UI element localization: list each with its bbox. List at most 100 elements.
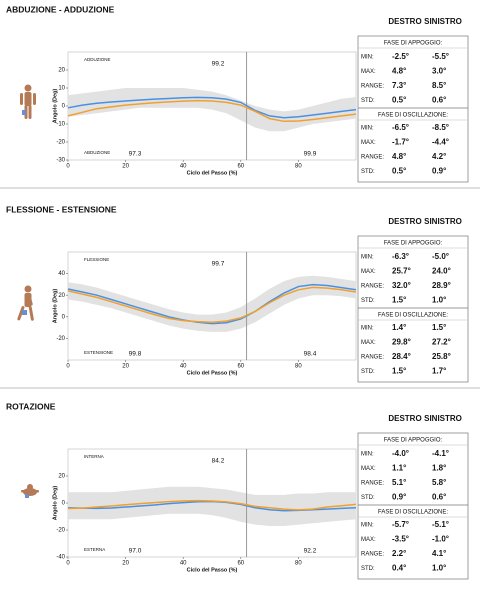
annotation: INTERNA bbox=[84, 454, 104, 459]
stat-value: 0.9° bbox=[432, 167, 446, 176]
section-title: FASE DI OSCILLAZIONE: bbox=[378, 510, 448, 516]
annotation: 98.4 bbox=[304, 351, 317, 358]
column-header: DESTRO bbox=[388, 414, 421, 423]
section-title: FASE DI OSCILLAZIONE: bbox=[378, 113, 448, 119]
stats-box bbox=[357, 432, 469, 580]
annotation: ESTENSIONE bbox=[84, 350, 113, 355]
stat-value: -2.5° bbox=[392, 52, 409, 61]
row-label: RANGE: bbox=[361, 552, 384, 558]
row-label: STD: bbox=[361, 169, 375, 175]
y-tick-label: 40 bbox=[58, 271, 65, 277]
row-label: MIN: bbox=[361, 255, 374, 261]
normal-band bbox=[68, 486, 356, 526]
stat-value: 7.3° bbox=[392, 81, 406, 90]
row-label: STD: bbox=[361, 298, 375, 304]
y-tick-label: 0 bbox=[62, 501, 66, 507]
column-header: DESTRO bbox=[388, 17, 421, 26]
stat-value: -1.7° bbox=[392, 138, 409, 147]
row-label: RANGE: bbox=[361, 84, 384, 90]
stat-value: 4.2° bbox=[432, 152, 446, 161]
annotation: 99.9 bbox=[304, 151, 317, 158]
x-axis-label: Ciclo del Passo (%) bbox=[187, 567, 238, 573]
series-line bbox=[67, 99, 357, 123]
stat-value: 25.7° bbox=[392, 267, 411, 276]
row-label: MAX: bbox=[361, 269, 376, 275]
chart-title: ROTAZIONE bbox=[6, 401, 56, 411]
x-tick-label: 60 bbox=[237, 561, 244, 567]
figure-icon bbox=[20, 84, 36, 119]
annotation: 99.2 bbox=[212, 61, 225, 68]
stat-value: 25.8° bbox=[432, 352, 451, 361]
stat-value: -8.5° bbox=[432, 123, 449, 132]
annotation: 97.0 bbox=[129, 548, 142, 555]
stat-value: 32.0° bbox=[392, 281, 411, 290]
stat-value: 0.4° bbox=[392, 564, 406, 573]
y-axis-label: Angolo (Deg) bbox=[52, 89, 58, 124]
row-label: MIN: bbox=[361, 452, 374, 458]
stat-value: -6.3° bbox=[392, 252, 409, 261]
y-tick-label: -10 bbox=[56, 122, 65, 128]
normal-band bbox=[68, 88, 356, 132]
row-label: RANGE: bbox=[361, 155, 384, 161]
x-tick-label: 40 bbox=[180, 561, 187, 567]
y-tick-label: 0 bbox=[62, 104, 66, 110]
stat-value: 5.1° bbox=[392, 478, 406, 487]
x-tick-label: 60 bbox=[237, 364, 244, 370]
annotation: ESTERNA bbox=[84, 547, 105, 552]
stat-value: 3.0° bbox=[432, 67, 446, 76]
series-line bbox=[67, 499, 357, 511]
row-label: STD: bbox=[361, 566, 375, 572]
row-label: MAX: bbox=[361, 466, 376, 472]
figure-icon bbox=[21, 484, 39, 498]
figure-icon bbox=[17, 285, 34, 321]
y-tick-label: -20 bbox=[56, 140, 65, 146]
stat-value: 0.5° bbox=[392, 96, 406, 105]
y-axis-label: Angolo (Deg) bbox=[52, 289, 58, 324]
stat-value: 28.4° bbox=[392, 352, 411, 361]
x-tick-label: 20 bbox=[122, 561, 129, 567]
row-label: RANGE: bbox=[361, 481, 384, 487]
y-tick-label: 20 bbox=[58, 293, 65, 299]
stat-value: 1.7° bbox=[432, 367, 446, 376]
x-tick-label: 0 bbox=[66, 364, 70, 370]
y-tick-label: -40 bbox=[56, 555, 65, 561]
row-label: STD: bbox=[361, 495, 375, 501]
stat-value: 27.2° bbox=[432, 338, 451, 347]
annotation: 84.2 bbox=[212, 458, 225, 465]
series-line bbox=[67, 283, 357, 325]
x-tick-label: 20 bbox=[122, 164, 129, 170]
stat-value: 0.6° bbox=[432, 96, 446, 105]
row-label: MIN: bbox=[361, 523, 374, 529]
stat-value: -3.5° bbox=[392, 535, 409, 544]
chart-title: FLESSIONE - ESTENSIONE bbox=[6, 204, 117, 214]
stat-value: 0.5° bbox=[392, 167, 406, 176]
stat-value: 1.0° bbox=[432, 564, 446, 573]
x-tick-label: 40 bbox=[180, 164, 187, 170]
x-tick-label: 20 bbox=[122, 364, 129, 370]
stat-value: 5.8° bbox=[432, 478, 446, 487]
y-tick-label: 10 bbox=[58, 86, 65, 92]
stat-value: 0.9° bbox=[392, 493, 406, 502]
stat-value: 1.0° bbox=[432, 296, 446, 305]
stat-value: 29.8° bbox=[392, 338, 411, 347]
annotation: ABDUZIONE bbox=[84, 150, 110, 155]
series-line bbox=[67, 286, 357, 323]
column-header: SINISTRO bbox=[424, 17, 462, 26]
stat-value: -5.5° bbox=[432, 52, 449, 61]
stat-value: -4.0° bbox=[392, 449, 409, 458]
stat-value: 1.4° bbox=[392, 323, 406, 332]
y-tick-label: -20 bbox=[56, 528, 65, 534]
section-title: FASE DI APPOGGIO: bbox=[384, 241, 443, 247]
row-label: MIN: bbox=[361, 126, 374, 132]
annotation: FLESSIONE bbox=[84, 257, 109, 262]
row-label: RANGE: bbox=[361, 284, 384, 290]
y-tick-label: 20 bbox=[58, 68, 65, 74]
section-title: FASE DI APPOGGIO: bbox=[384, 438, 443, 444]
y-tick-label: 20 bbox=[58, 474, 65, 480]
stat-value: 4.8° bbox=[392, 67, 406, 76]
stat-value: -6.5° bbox=[392, 123, 409, 132]
row-label: MAX: bbox=[361, 340, 376, 346]
stat-value: -5.1° bbox=[432, 520, 449, 529]
stat-value: -5.0° bbox=[432, 252, 449, 261]
stat-value: 2.2° bbox=[392, 549, 406, 558]
